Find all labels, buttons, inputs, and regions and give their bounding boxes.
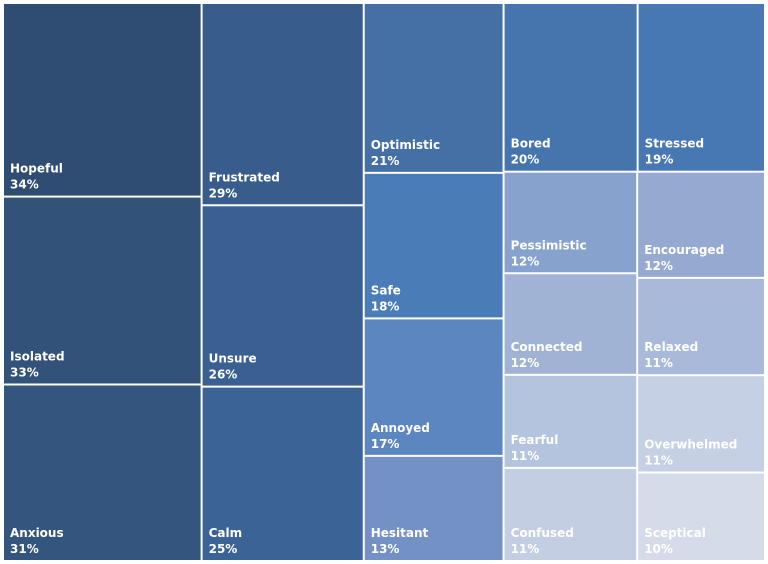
tile-value: 19%: [645, 153, 674, 167]
tile: [364, 4, 503, 172]
tile: [4, 4, 201, 196]
tile: [504, 375, 637, 467]
tile-label: Encouraged: [644, 243, 724, 257]
tile-value: 12%: [644, 259, 673, 273]
tile-value: 26%: [209, 368, 238, 382]
tile: [638, 4, 764, 171]
tile-label: Annoyed: [371, 421, 430, 435]
tile-label: Isolated: [10, 349, 65, 363]
tile: [504, 172, 637, 273]
tile-label: Optimistic: [371, 138, 440, 152]
tile-value: 20%: [511, 153, 540, 167]
tile: [202, 206, 363, 386]
tile-value: 12%: [511, 356, 540, 370]
tile: [364, 173, 503, 318]
tile-label: Overwhelmed: [644, 438, 737, 452]
tile-label: Hesitant: [371, 526, 429, 540]
tile-label: Unsure: [209, 352, 257, 366]
tile-value: 25%: [209, 542, 238, 556]
tile-label: Frustrated: [209, 170, 280, 184]
tile: [202, 387, 363, 560]
tile-value: 13%: [371, 542, 400, 556]
tile: [504, 274, 637, 374]
tile-label: Bored: [511, 137, 551, 151]
tile: [4, 385, 201, 560]
tile-label: Relaxed: [644, 340, 698, 354]
tile: [638, 473, 764, 560]
tile-value: 12%: [511, 254, 540, 268]
tile-value: 11%: [511, 449, 540, 463]
tile-value: 11%: [511, 542, 540, 556]
tile-value: 17%: [371, 437, 400, 451]
tile: [504, 4, 637, 171]
tile-value: 10%: [644, 542, 673, 556]
tile-value: 31%: [10, 542, 39, 556]
tile-value: 11%: [644, 356, 673, 370]
tile: [638, 376, 764, 472]
tile: [4, 197, 201, 384]
tile-label: Sceptical: [644, 526, 706, 540]
tile-label: Anxious: [10, 526, 64, 540]
tile-value: 11%: [644, 454, 673, 468]
tile-label: Pessimistic: [511, 238, 587, 252]
tile-value: 34%: [10, 178, 39, 192]
tile-value: 21%: [371, 154, 400, 168]
tile-value: 29%: [209, 186, 238, 200]
tile-label: Confused: [511, 526, 574, 540]
tile: [202, 4, 363, 205]
tile-label: Calm: [209, 526, 243, 540]
tile-label: Hopeful: [10, 162, 63, 176]
tile-label: Stressed: [645, 137, 704, 151]
tile: [364, 456, 503, 560]
tile-value: 33%: [10, 365, 39, 379]
tile: [364, 319, 503, 455]
tile-label: Safe: [371, 283, 401, 297]
tile-label: Connected: [511, 340, 583, 354]
tile: [504, 468, 637, 560]
tile-label: Fearful: [511, 433, 559, 447]
tile-value: 18%: [371, 299, 400, 313]
tile: [638, 278, 764, 375]
tile: [638, 172, 764, 277]
